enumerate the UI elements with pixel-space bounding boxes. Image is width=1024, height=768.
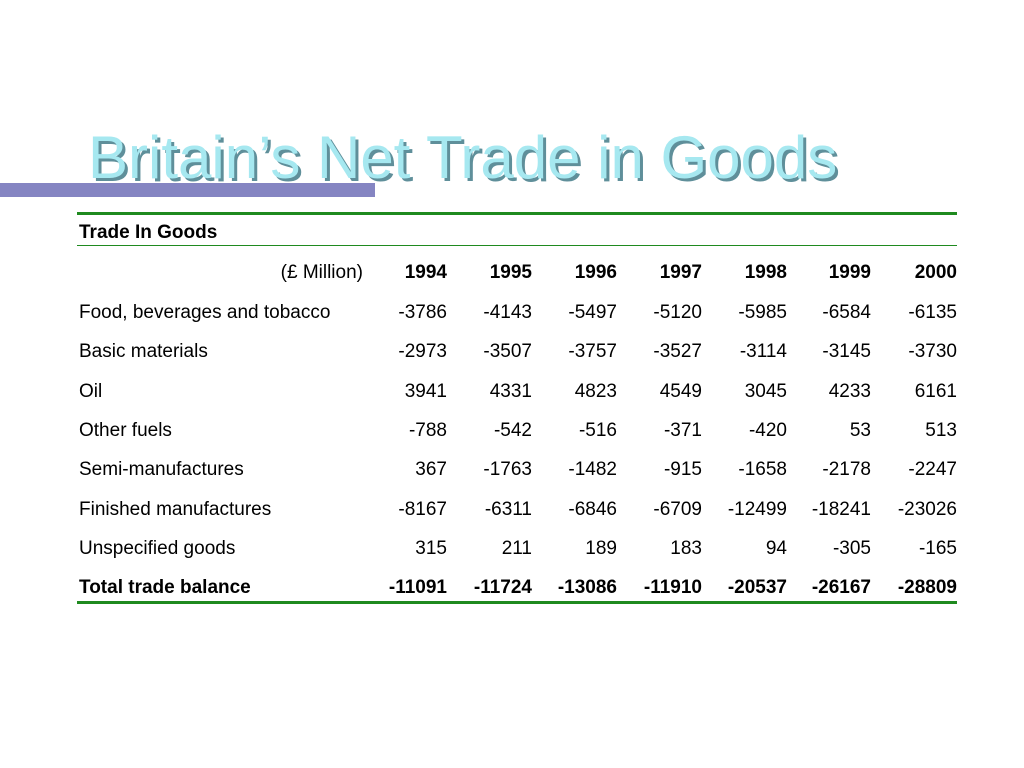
- cell-value: -26167: [811, 577, 871, 599]
- cell-value: -8167: [398, 498, 447, 520]
- cell-value: -1482: [568, 459, 617, 481]
- table-top-rule: [77, 212, 957, 215]
- cell-value: -5120: [653, 302, 702, 323]
- cell-value: -516: [578, 419, 617, 441]
- row-label: Total trade balance: [79, 577, 251, 599]
- row-label: Unspecified goods: [79, 537, 236, 559]
- cell-value: -3786: [398, 302, 447, 323]
- cell-value: 6161: [914, 380, 957, 402]
- cell-value: -3145: [822, 341, 871, 363]
- header-year: 2000: [914, 262, 957, 283]
- cell-value: -20537: [727, 577, 787, 599]
- cell-value: 315: [415, 537, 447, 559]
- cell-value: -4143: [483, 302, 532, 323]
- cell-value: -1658: [738, 459, 787, 481]
- header-year: 1995: [489, 262, 532, 283]
- cell-value: -23026: [897, 498, 957, 520]
- row-label: Oil: [79, 380, 103, 402]
- cell-value: 53: [849, 419, 871, 441]
- header-year: 1996: [574, 262, 617, 283]
- cell-value: -915: [663, 459, 702, 481]
- table-caption: Trade In Goods: [79, 222, 218, 243]
- cell-value: -11910: [643, 577, 702, 599]
- row-label: Semi-manufactures: [79, 459, 244, 481]
- row-label: Basic materials: [79, 341, 208, 363]
- header-year: 1994: [404, 262, 447, 283]
- cell-value: -5497: [568, 302, 617, 323]
- cell-value: -11724: [473, 577, 532, 599]
- cell-value: -6709: [653, 498, 702, 520]
- cell-value: 211: [501, 537, 532, 559]
- cell-value: 4331: [489, 380, 532, 402]
- cell-value: 4549: [659, 380, 702, 402]
- cell-value: 3045: [744, 380, 787, 402]
- cell-value: 367: [415, 459, 447, 481]
- cell-value: -6311: [484, 498, 532, 520]
- cell-value: -165: [918, 537, 957, 559]
- cell-value: -18241: [811, 498, 871, 520]
- header-year: 1997: [659, 262, 702, 283]
- cell-value: 3941: [404, 380, 447, 402]
- cell-value: -542: [493, 419, 532, 441]
- cell-value: 94: [765, 537, 787, 559]
- cell-value: -11091: [388, 577, 447, 599]
- cell-value: -305: [832, 537, 871, 559]
- cell-value: -2178: [822, 459, 871, 481]
- cell-value: -13086: [557, 577, 617, 599]
- cell-value: -788: [408, 419, 447, 441]
- cell-value: -3757: [568, 341, 617, 363]
- cell-value: -2247: [908, 459, 957, 481]
- cell-value: 189: [585, 537, 617, 559]
- cell-value: -6135: [908, 302, 957, 323]
- accent-bar: [0, 183, 375, 197]
- cell-value: -1763: [483, 459, 532, 481]
- row-label: Food, beverages and tobacco: [79, 302, 331, 323]
- cell-value: -420: [748, 419, 787, 441]
- cell-value: 4233: [828, 380, 871, 402]
- cell-value: -6584: [822, 302, 871, 323]
- cell-value: -28809: [897, 577, 957, 599]
- cell-value: 183: [670, 537, 702, 559]
- slide-title: Britain’s Net Trade in Goods: [88, 124, 838, 191]
- cell-value: 513: [925, 419, 957, 441]
- header-year: 1999: [828, 262, 871, 283]
- cell-value: -3730: [908, 341, 957, 363]
- cell-value: 4823: [574, 380, 617, 402]
- cell-value: -12499: [727, 498, 787, 520]
- table-bottom-rule: [77, 601, 957, 604]
- cell-value: -6846: [568, 498, 617, 520]
- cell-value: -371: [663, 419, 702, 441]
- cell-value: -3114: [739, 341, 787, 363]
- header-unit: (£ Million): [280, 262, 363, 283]
- cell-value: -5985: [738, 302, 787, 323]
- header-year: 1998: [744, 262, 787, 283]
- row-label: Other fuels: [79, 419, 172, 441]
- cell-value: -2973: [398, 341, 447, 363]
- cell-value: -3507: [483, 341, 532, 363]
- caption-rule: [77, 245, 957, 246]
- cell-value: -3527: [653, 341, 702, 363]
- row-label: Finished manufactures: [79, 498, 272, 520]
